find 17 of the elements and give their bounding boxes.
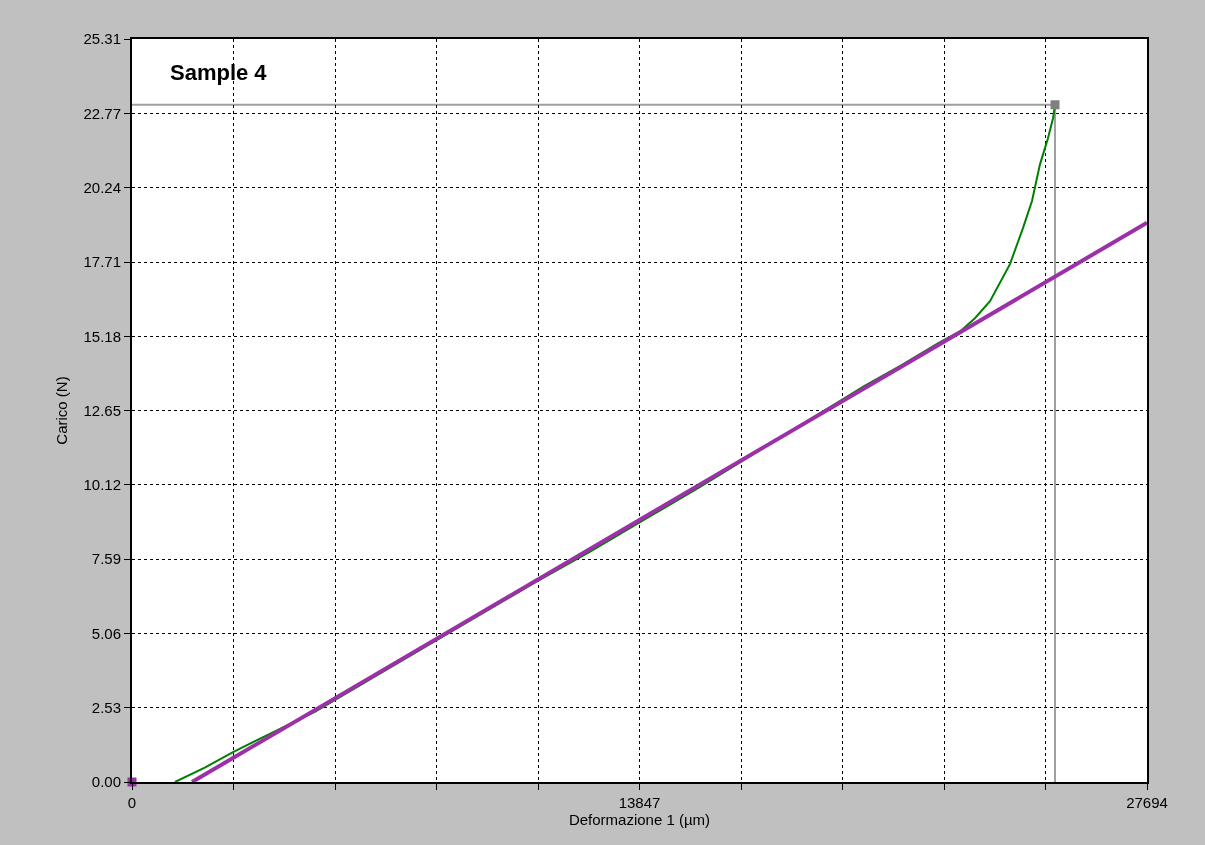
- y-tick-label: 12.65: [83, 401, 121, 419]
- y-tick-label: 5.06: [91, 624, 121, 642]
- x-tick-label: 27694: [1126, 794, 1168, 811]
- y-tick-label: 0.00: [91, 773, 121, 791]
- y-tick-label: 2.53: [91, 698, 121, 716]
- x-tick-label: 0: [127, 794, 137, 811]
- y-tick-label: 7.59: [91, 550, 121, 568]
- y-tick-label: 10.12: [83, 476, 121, 494]
- y-tick-label: 17.71: [83, 253, 121, 271]
- x-tick-label: 13847: [618, 794, 661, 811]
- y-axis-title: Carico (N): [53, 376, 71, 445]
- y-tick-label: 25.31: [83, 30, 121, 48]
- y-tick-label: 22.77: [83, 104, 121, 122]
- y-tick-label: 15.18: [83, 327, 121, 345]
- x-axis-title: Deformazione 1 (µm): [568, 811, 711, 828]
- annotation: Sample 4: [170, 60, 268, 85]
- y-tick-label: 20.24: [83, 179, 121, 197]
